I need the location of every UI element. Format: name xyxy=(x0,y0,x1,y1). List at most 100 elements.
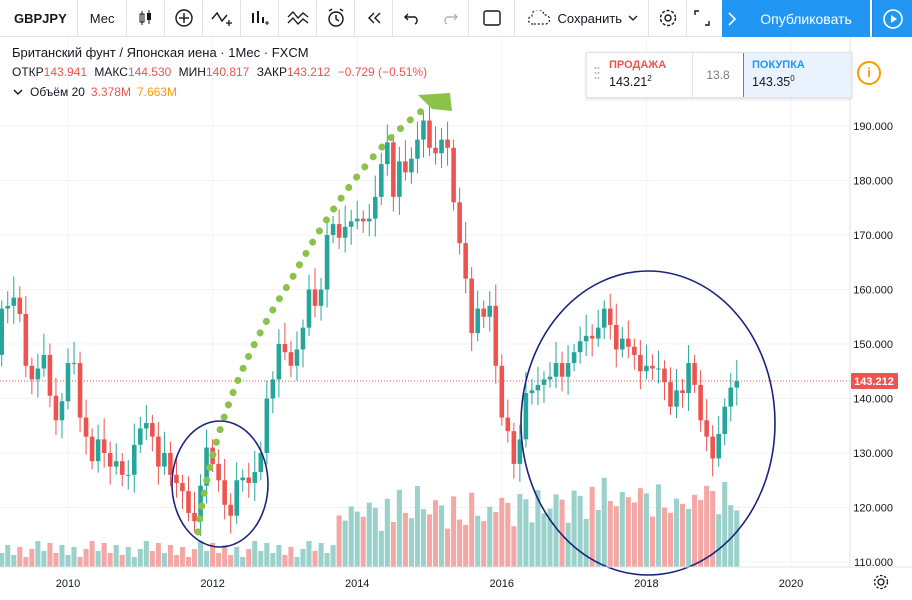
buy-label: ПОКУПКА xyxy=(752,59,805,71)
volume-bar xyxy=(475,515,481,567)
settings-icon[interactable] xyxy=(649,0,688,37)
candle xyxy=(168,453,173,475)
candle xyxy=(680,390,685,394)
volume-bar xyxy=(258,551,264,567)
volume-bar xyxy=(445,528,451,567)
volume-bar xyxy=(451,496,457,567)
volume-bar xyxy=(29,549,35,567)
candle xyxy=(366,218,372,222)
volume-bar xyxy=(432,500,439,567)
candle xyxy=(354,218,360,222)
volume-bar xyxy=(631,502,637,567)
candle xyxy=(240,477,246,481)
volume-bar xyxy=(246,549,252,567)
candle xyxy=(638,354,643,372)
volume-bar xyxy=(47,543,53,567)
volume-bar xyxy=(0,553,5,567)
volume-bar xyxy=(716,514,722,567)
candle xyxy=(270,379,276,399)
candle xyxy=(17,297,23,315)
candle xyxy=(644,365,649,372)
indicators-icon[interactable] xyxy=(241,0,280,37)
chevron-down-icon xyxy=(628,15,638,21)
candle xyxy=(620,338,625,350)
volume-bar xyxy=(390,522,396,567)
trade-widget: ПРОДАЖА 143.212 13.8 ПОКУПКА 143.350 xyxy=(586,52,852,98)
ohlc-values: ОТКР143.941 МАКС144.530 МИН140.817 ЗАКР1… xyxy=(12,65,427,79)
replay-icon[interactable] xyxy=(355,0,394,37)
add-indicator-icon[interactable] xyxy=(165,0,204,37)
symbol-search[interactable]: GBPJPY xyxy=(0,0,78,37)
series-title: Британский фунт / Японская иена · 1Мес ·… xyxy=(12,45,309,60)
candle xyxy=(686,363,691,394)
candle xyxy=(41,354,47,369)
candle xyxy=(541,379,547,385)
sell-button[interactable]: ПРОДАЖА 143.212 xyxy=(587,53,693,97)
volume-bar xyxy=(11,555,17,567)
volume-bar xyxy=(607,501,613,567)
chevron-down-icon[interactable] xyxy=(12,87,24,97)
candle xyxy=(348,221,354,227)
volume-bar xyxy=(252,541,258,567)
save-button[interactable]: Сохранить xyxy=(515,0,650,37)
fullscreen-icon[interactable] xyxy=(687,0,717,37)
open-label: ОТКР xyxy=(12,65,44,79)
volume-bar xyxy=(414,486,420,567)
publish-button[interactable]: Опубликовать xyxy=(742,0,870,37)
candle xyxy=(138,428,143,445)
alert-icon[interactable] xyxy=(317,0,356,37)
candle xyxy=(451,147,456,203)
volume-bar xyxy=(583,519,589,567)
buy-button[interactable]: ПОКУПКА 143.350 xyxy=(743,53,851,97)
candle xyxy=(379,164,384,197)
play-icon[interactable] xyxy=(872,0,912,37)
gear-icon[interactable] xyxy=(872,573,890,591)
volume-bar xyxy=(559,499,565,567)
buy-price-main: 143.35 xyxy=(752,75,791,90)
candle xyxy=(674,390,679,407)
candle xyxy=(698,384,703,421)
candle xyxy=(427,120,432,148)
compare-icon[interactable] xyxy=(203,0,242,37)
price-tick-label: 140.000 xyxy=(853,394,893,406)
volume-bar xyxy=(734,510,740,567)
layout-icon[interactable] xyxy=(469,0,516,37)
volume-value: 3.378M xyxy=(90,85,131,99)
volume-bar xyxy=(420,509,427,567)
candles-icon[interactable] xyxy=(127,0,166,37)
publish-arrow-icon[interactable] xyxy=(722,0,742,37)
candle xyxy=(535,384,541,391)
redo-icon[interactable] xyxy=(431,0,470,37)
price-chart[interactable]: 110.000 120.000 130.000 140.000 150.000 160.0… xyxy=(0,37,912,600)
volume-bar xyxy=(439,505,445,567)
candle xyxy=(83,417,89,437)
drag-handle-icon[interactable] xyxy=(594,65,600,85)
volume-bar xyxy=(149,551,155,567)
candle xyxy=(77,363,83,418)
candle xyxy=(668,382,673,407)
price-tick-label: 190.000 xyxy=(853,121,893,133)
volume-bar xyxy=(228,555,234,567)
candle xyxy=(89,436,95,462)
volume-bar xyxy=(384,498,390,567)
volume-bar xyxy=(354,511,360,567)
candle xyxy=(583,335,589,342)
candle xyxy=(457,202,462,244)
volume-bar xyxy=(541,513,547,567)
templates-icon[interactable] xyxy=(279,0,318,37)
volume-bar xyxy=(517,494,523,567)
interval-selector[interactable]: Мес xyxy=(78,0,128,37)
volume-bar xyxy=(372,507,378,567)
candle xyxy=(595,327,601,339)
annotation-arrow-head xyxy=(418,93,452,111)
candle xyxy=(632,346,637,355)
candle xyxy=(276,344,282,380)
volume-bar xyxy=(469,492,475,567)
last-price-label: 143.212 xyxy=(854,376,894,388)
candle xyxy=(547,376,553,380)
info-icon[interactable]: i xyxy=(857,61,881,85)
candle xyxy=(415,139,420,159)
candle xyxy=(234,480,239,516)
volume-bar xyxy=(312,551,318,567)
undo-icon[interactable] xyxy=(393,0,431,37)
